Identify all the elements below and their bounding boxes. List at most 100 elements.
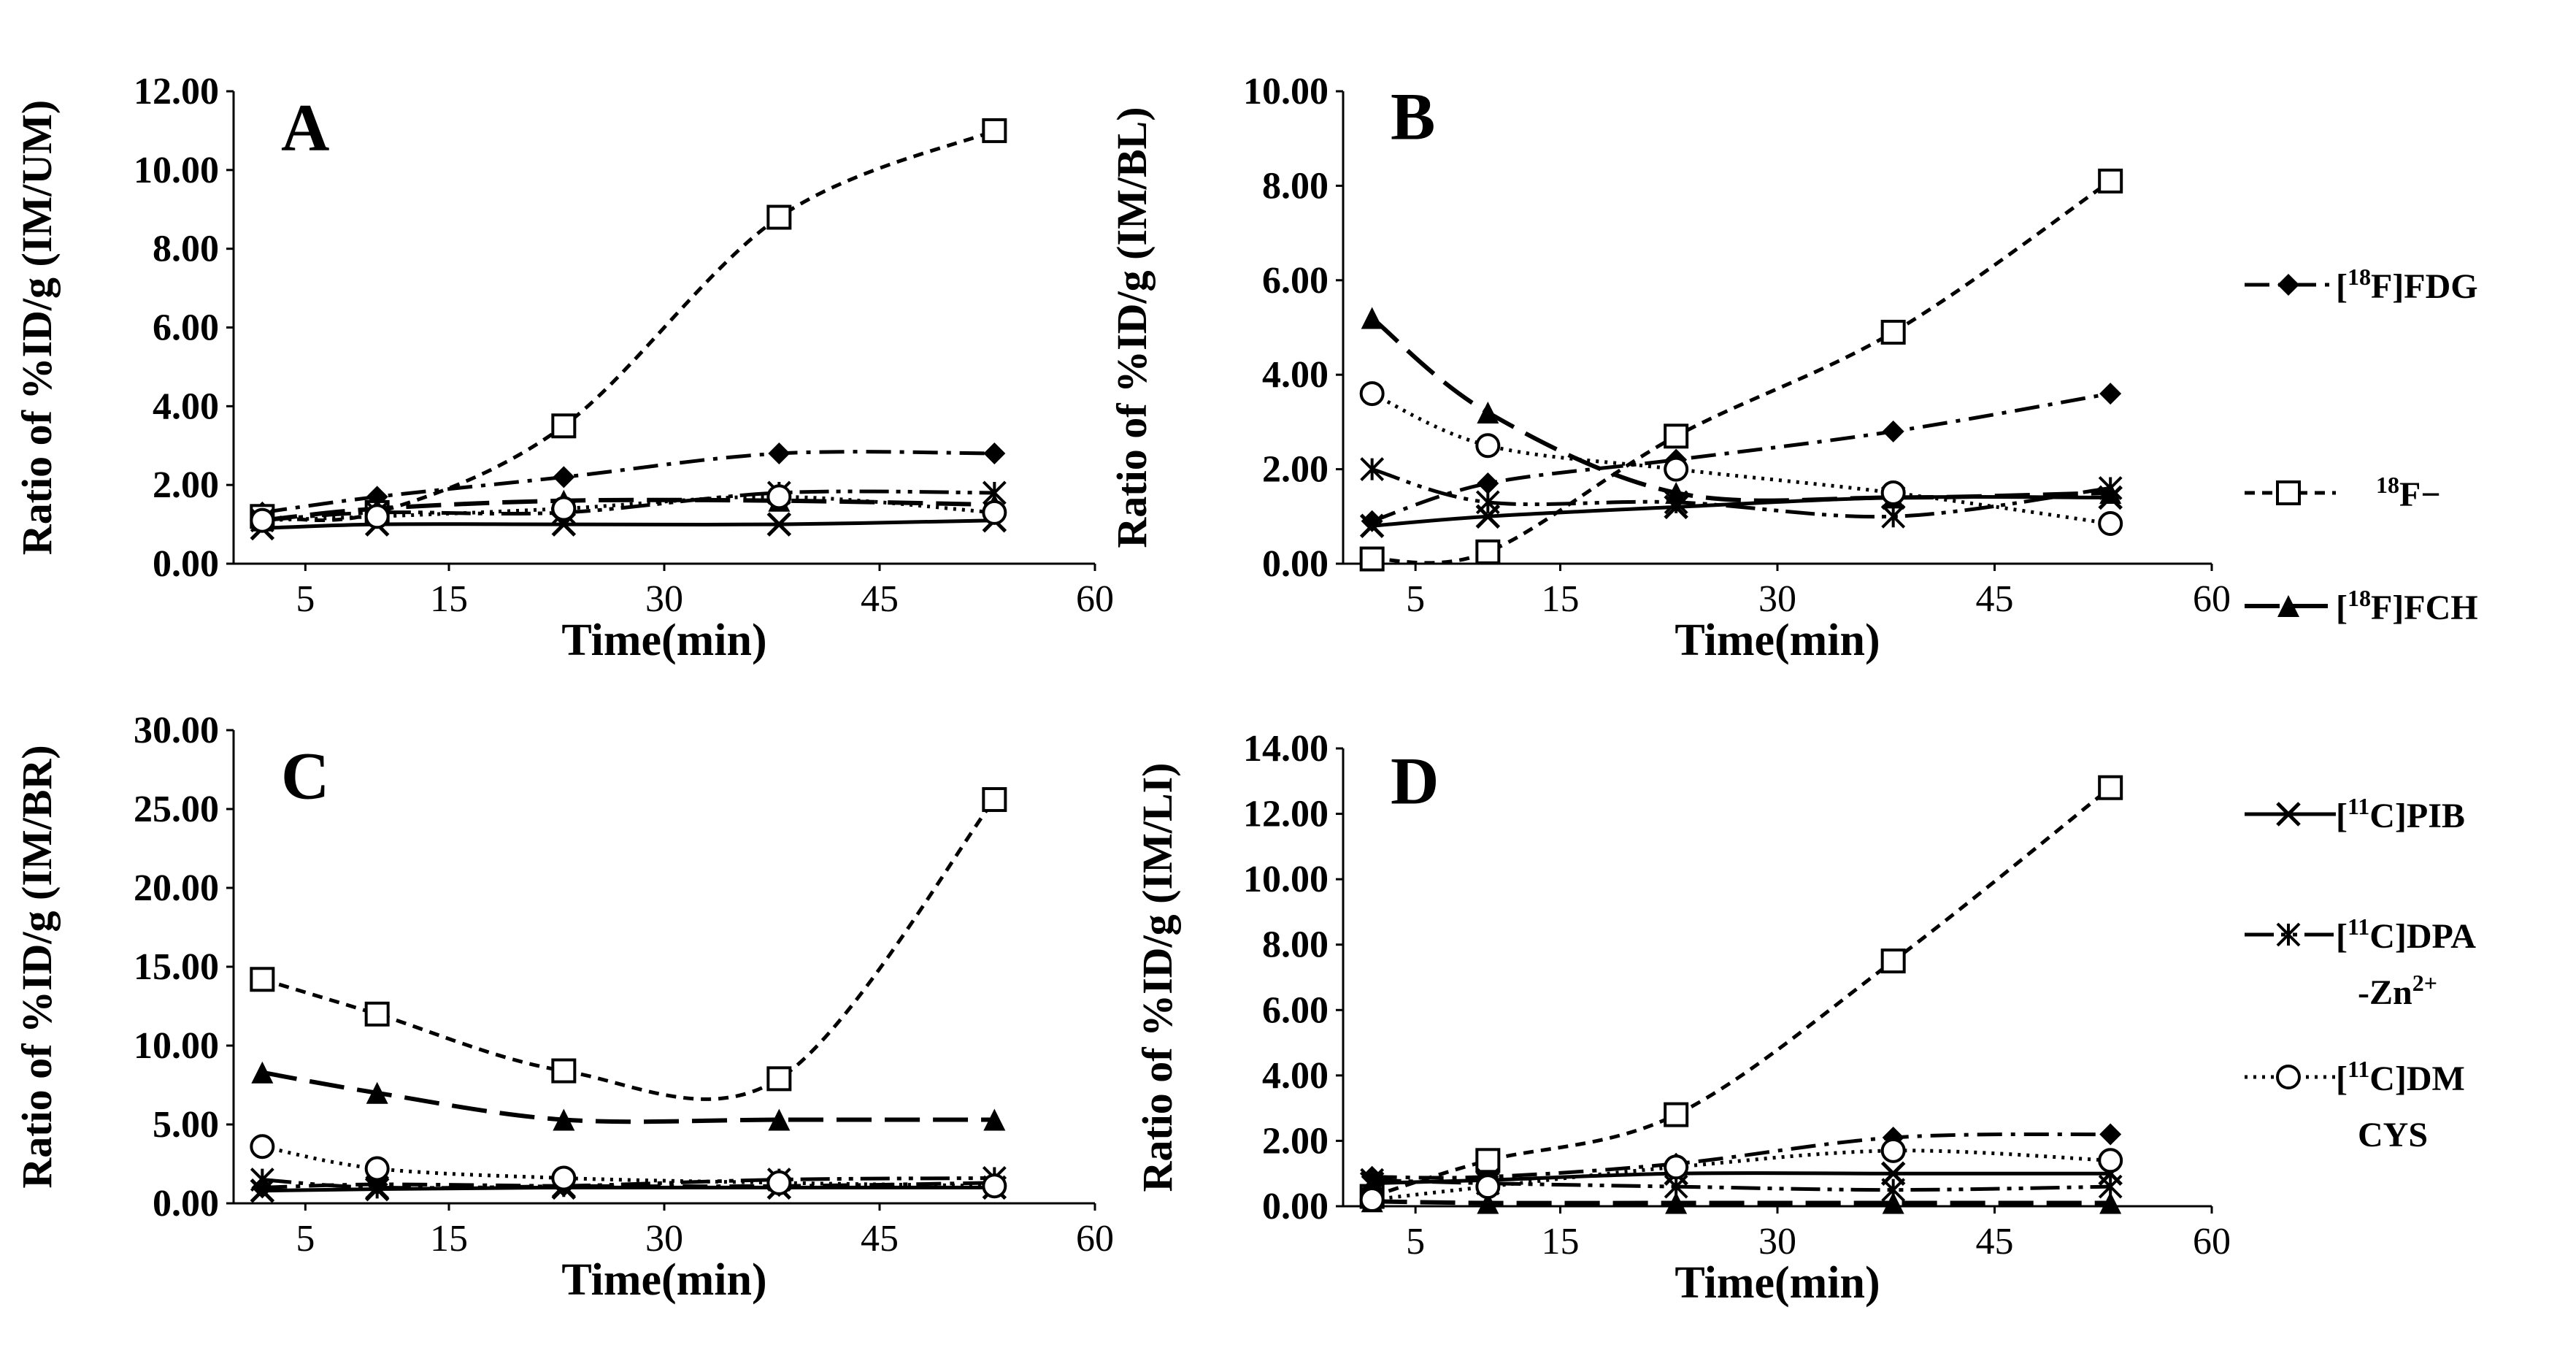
x-tick-label: 5: [1406, 1221, 1425, 1262]
y-tick-label: 20.00: [134, 867, 219, 909]
data-point: [982, 499, 1007, 525]
x-tick-label: 30: [1758, 1221, 1796, 1262]
data-point: [2098, 511, 2123, 537]
x-tick-label: 45: [861, 578, 899, 620]
series-fluoride: [1359, 775, 2123, 1209]
data-point: [553, 466, 575, 488]
data-point: [1881, 504, 1906, 529]
data-point: [1475, 490, 1500, 515]
series-line: [1372, 1149, 2111, 1202]
series-fluoride: [250, 787, 1007, 1101]
data-point: [551, 1165, 577, 1191]
x-tick-label: 30: [645, 1218, 683, 1260]
series-fluoride: [250, 118, 1007, 529]
series-line: [262, 489, 995, 523]
data-point: [1475, 539, 1501, 564]
legend-label: [18F]FCH: [2336, 585, 2478, 627]
data-point: [2099, 383, 2122, 405]
y-axis-label: Ratio of %ID/g (IM/BR): [13, 745, 61, 1188]
x-tick-label: 60: [1076, 578, 1114, 620]
y-tick-label: 12.00: [134, 71, 219, 112]
data-point: [1664, 490, 1688, 515]
data-point: [1664, 1102, 1689, 1127]
panel-b: 0.00 2.00 4.00 6.00 8.00 10.00 5 15 30 45 60 Time(m…: [1108, 71, 2231, 665]
data-point: [364, 1001, 390, 1027]
panel-a: 0.00 2.00 4.00 6.00 8.00 10.00 12.00 5 15 30 45 60 T…: [13, 71, 1114, 665]
data-point: [766, 1170, 792, 1195]
data-point: [1664, 456, 1689, 482]
y-tick-label: 8.00: [1262, 924, 1329, 966]
data-point: [2099, 1192, 2122, 1214]
y-tick-label: 10.00: [1243, 71, 1329, 112]
series-dpa: [1360, 457, 2123, 529]
series-line: [1371, 467, 2111, 519]
y-axis-label: Ratio of %ID/g (IM/BL): [1108, 107, 1156, 548]
panel-c: 0.00 5.00 10.00 15.00 20.00 25.00 30.00 5 15 30 45…: [13, 710, 1114, 1305]
data-point: [1664, 423, 1689, 449]
legend-item-dpa: [11C]DPA -Zn2+: [2245, 913, 2476, 1012]
legend: [18F]FDG 18F− [18F]FCH [11C]PIB [11C]DPA -Zn2…: [2245, 264, 2478, 1154]
data-point: [364, 1156, 390, 1181]
series-line: [262, 1176, 995, 1190]
x-axis-label: Time(min): [1675, 1258, 1880, 1308]
legend-label: [11C]DM: [2336, 1056, 2465, 1098]
y-tick-label: 2.00: [1262, 449, 1329, 491]
y-tick-label: 25.00: [134, 789, 219, 830]
series-line: [261, 450, 995, 515]
y-tick-label: 30.00: [134, 710, 219, 751]
series-fluoride: [1359, 168, 2123, 572]
series-fch: [1361, 1190, 2122, 1214]
x-tick-label: 15: [430, 1218, 468, 1260]
data-point: [982, 1173, 1007, 1199]
series-dmcys: [250, 484, 1007, 533]
series-dmcys: [1359, 1138, 2123, 1213]
data-point: [551, 413, 577, 439]
legend-label: [18F]FDG: [2336, 264, 2478, 306]
x-tick-label: 5: [296, 1218, 315, 1260]
data-point: [250, 1134, 275, 1160]
data-point: [768, 1108, 791, 1131]
series-line: [262, 129, 996, 522]
legend-item-fluoride: 18F−: [2245, 472, 2441, 514]
x-axis-label: Time(min): [561, 1255, 766, 1305]
y-tick-label: 8.00: [1262, 165, 1329, 207]
legend-item-fch: [18F]FCH: [2245, 585, 2478, 627]
series-line: [1371, 391, 2111, 524]
legend-item-pib: [11C]PIB: [2245, 793, 2465, 835]
series-fch: [1361, 307, 2122, 509]
data-point: [551, 1058, 577, 1084]
series-line: [262, 518, 995, 530]
y-tick-label: 0.00: [153, 1183, 219, 1224]
panel-letter: C: [281, 739, 329, 813]
x-tick-label: 60: [2193, 1221, 2231, 1262]
data-point: [1880, 480, 1906, 505]
data-point: [366, 1081, 388, 1104]
data-point: [1880, 948, 1906, 974]
series-line: [261, 798, 996, 1101]
data-point: [250, 967, 275, 992]
panel-letter: A: [281, 91, 329, 165]
data-point: [2098, 1148, 2123, 1173]
legend-label: [11C]PIB: [2336, 793, 2465, 835]
data-point: [983, 442, 1006, 465]
data-point: [1880, 1138, 1906, 1163]
series-line: [1371, 391, 2111, 526]
x-tick-label: 15: [430, 578, 468, 620]
data-point: [1477, 401, 1499, 423]
data-point: [982, 787, 1007, 813]
y-tick-label: 4.00: [153, 386, 219, 427]
legend-label: [11C]DPA: [2336, 913, 2476, 956]
data-point: [766, 204, 792, 230]
legend-marker: [2276, 922, 2301, 947]
series-line: [1372, 1199, 2111, 1206]
data-point: [1477, 1192, 1499, 1214]
series-line: [261, 1070, 995, 1124]
x-tick-label: 15: [1542, 578, 1580, 620]
legend-item-fdg: [18F]FDG: [2245, 264, 2478, 306]
y-tick-label: 2.00: [1262, 1120, 1329, 1162]
data-point: [1881, 1178, 1906, 1203]
y-tick-label: 5.00: [153, 1104, 219, 1146]
data-point: [1475, 433, 1501, 459]
data-point: [250, 1178, 275, 1203]
y-tick-label: 8.00: [153, 229, 219, 270]
